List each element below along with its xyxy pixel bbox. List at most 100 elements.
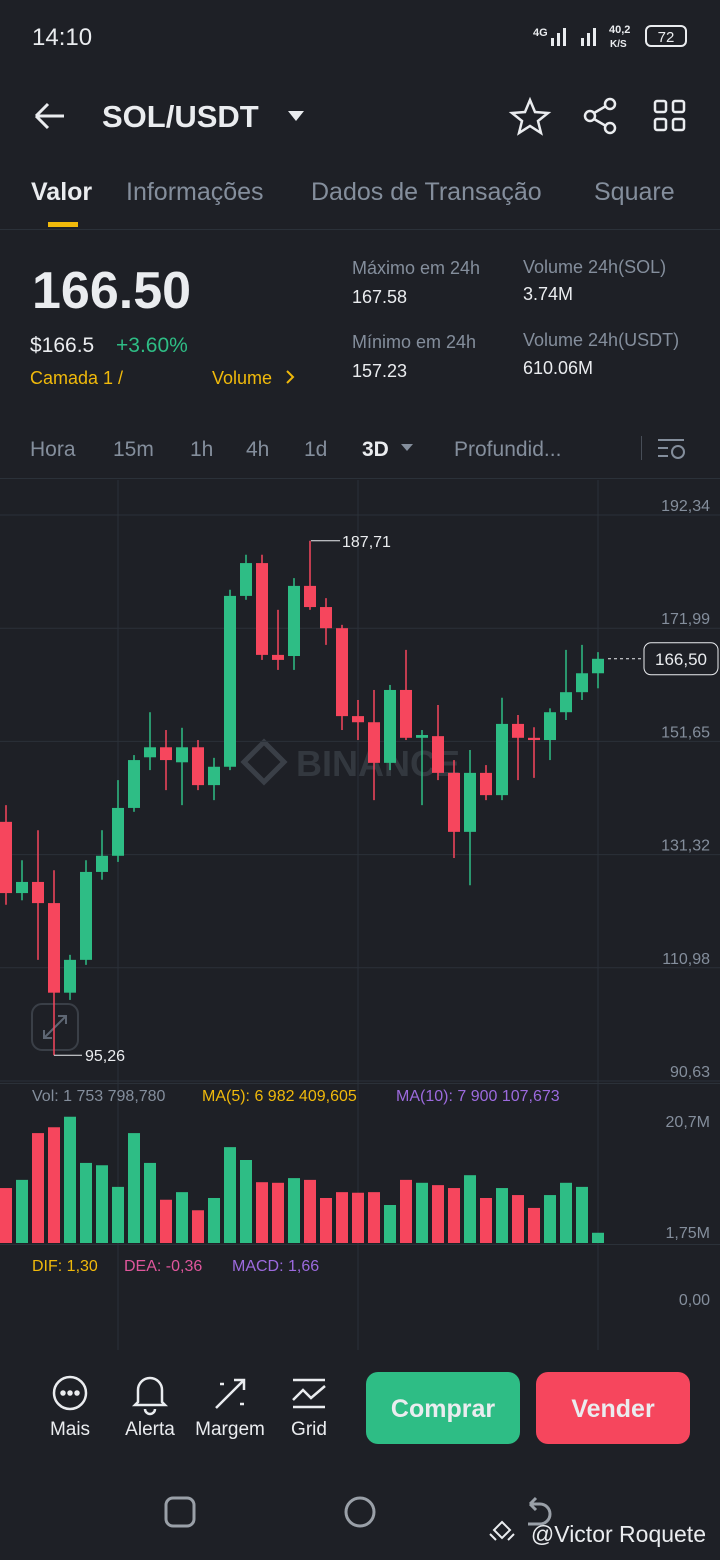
timeframe[interactable]: 15m xyxy=(113,438,154,461)
candle-body xyxy=(368,722,380,763)
candle-body xyxy=(128,760,140,808)
candle-body xyxy=(560,692,572,713)
stat-label: Máximo em 24h xyxy=(352,258,480,278)
last-price: 166.50 xyxy=(32,262,191,320)
timeframe[interactable]: 3D xyxy=(362,438,389,461)
speed: 40,2 xyxy=(609,24,630,36)
volume-bar xyxy=(176,1192,188,1243)
candle-body xyxy=(144,747,156,758)
timeframe[interactable]: Hora xyxy=(30,438,76,461)
candle-body xyxy=(64,959,76,993)
sell-label[interactable]: Vender xyxy=(571,1395,655,1423)
volume-tick-label: 1,75M xyxy=(666,1225,710,1242)
volume-bar xyxy=(320,1197,332,1243)
macd-zero-label: 0,00 xyxy=(679,1292,710,1309)
timeframe[interactable]: 4h xyxy=(246,438,269,461)
favorite[interactable] xyxy=(508,96,552,136)
buy-button[interactable] xyxy=(366,1372,520,1444)
divider xyxy=(0,1244,720,1245)
candle-body xyxy=(592,658,604,674)
pair[interactable]: SOL/USDT xyxy=(102,99,259,134)
candle-body xyxy=(112,807,124,856)
y-tick-label: 90,63 xyxy=(670,1064,710,1081)
expand-button[interactable] xyxy=(31,1003,79,1051)
candle-body xyxy=(16,881,28,894)
signal xyxy=(551,28,596,46)
time: 14:10 xyxy=(32,24,92,51)
volume-bar xyxy=(240,1159,252,1243)
candle-body xyxy=(416,735,428,738)
volume-bar xyxy=(448,1188,460,1243)
divider xyxy=(0,1083,720,1084)
volume-bar xyxy=(272,1182,284,1243)
y-tick-label: 131,32 xyxy=(661,838,710,855)
volume-bar xyxy=(560,1182,572,1243)
grid-menu[interactable] xyxy=(653,99,686,132)
candle-body xyxy=(432,736,444,773)
action[interactable]: Alerta xyxy=(125,1419,175,1440)
change: +3.60% xyxy=(116,334,188,357)
tab[interactable]: Dados de Transação xyxy=(311,178,542,206)
tab-indicator xyxy=(48,222,78,227)
volume-bar xyxy=(160,1199,172,1243)
battery-level: 72 xyxy=(658,29,675,46)
chart-layer: 192,34 171,99 151,65 131,32 110,98 90,63 187,7… xyxy=(0,498,720,1243)
stat-label: Mínimo em 24h xyxy=(352,332,476,352)
volume-bar xyxy=(192,1210,204,1243)
sell-button[interactable] xyxy=(536,1372,690,1444)
volume-bar xyxy=(112,1186,124,1243)
volume-bar xyxy=(128,1133,140,1243)
buy-label[interactable]: Comprar xyxy=(391,1395,495,1423)
pair-dropdown[interactable] xyxy=(288,111,304,121)
timeframe[interactable]: 1h xyxy=(190,438,213,461)
timeframe[interactable]: Profundid... xyxy=(454,438,561,461)
usd-price: $166.5 xyxy=(30,334,94,357)
divider xyxy=(0,478,720,479)
chart-settings[interactable] xyxy=(658,439,685,459)
volume-bar xyxy=(0,1188,12,1243)
volume-bar xyxy=(336,1192,348,1243)
action[interactable]: Margem xyxy=(195,1419,265,1440)
volume-bar xyxy=(400,1179,412,1243)
stat-value: 610.06M xyxy=(523,358,593,378)
tab[interactable]: Valor xyxy=(31,178,92,206)
volume-bar xyxy=(304,1179,316,1243)
volume-bar xyxy=(48,1127,60,1243)
candle-body xyxy=(272,654,284,660)
divider xyxy=(0,229,720,230)
candle-body xyxy=(96,855,108,872)
nav-bar xyxy=(164,1496,552,1528)
credit-logo xyxy=(489,1520,515,1541)
last-price-label: 166,50 xyxy=(655,650,707,669)
credit: @Victor Roquete xyxy=(531,1521,706,1547)
candle-body xyxy=(512,723,524,738)
stat-label: Volume 24h(SOL) xyxy=(523,257,666,277)
volume-link[interactable]: Volume xyxy=(212,368,272,388)
low-label: 95,26 xyxy=(85,1048,125,1065)
layer[interactable]: Camada 1 / xyxy=(30,368,123,388)
stat-value: 157.23 xyxy=(352,361,407,381)
volume-bar xyxy=(224,1147,236,1243)
action[interactable]: Mais xyxy=(50,1419,90,1440)
action[interactable]: Grid xyxy=(291,1419,327,1440)
back-button[interactable] xyxy=(34,102,64,130)
tab[interactable]: Informações xyxy=(126,178,264,206)
candle-body xyxy=(528,737,540,741)
volume-bar xyxy=(96,1165,108,1243)
timeframe[interactable]: 1d xyxy=(304,438,327,461)
macd-legend: MACD: 1,66 xyxy=(232,1258,319,1275)
candle-body xyxy=(336,628,348,717)
volume-tick-label: 20,7M xyxy=(666,1114,710,1131)
candle-body xyxy=(320,607,332,629)
candle-body xyxy=(544,712,556,741)
candle-body xyxy=(448,772,460,832)
volume-bar xyxy=(16,1179,28,1243)
tab[interactable]: Square xyxy=(594,178,675,206)
candle-body xyxy=(496,723,508,796)
volume-bar xyxy=(512,1195,524,1243)
network: 4G xyxy=(533,27,548,39)
volume-bar xyxy=(416,1182,428,1243)
share[interactable] xyxy=(583,97,617,135)
dif-legend: DIF: 1,30 xyxy=(32,1258,98,1275)
